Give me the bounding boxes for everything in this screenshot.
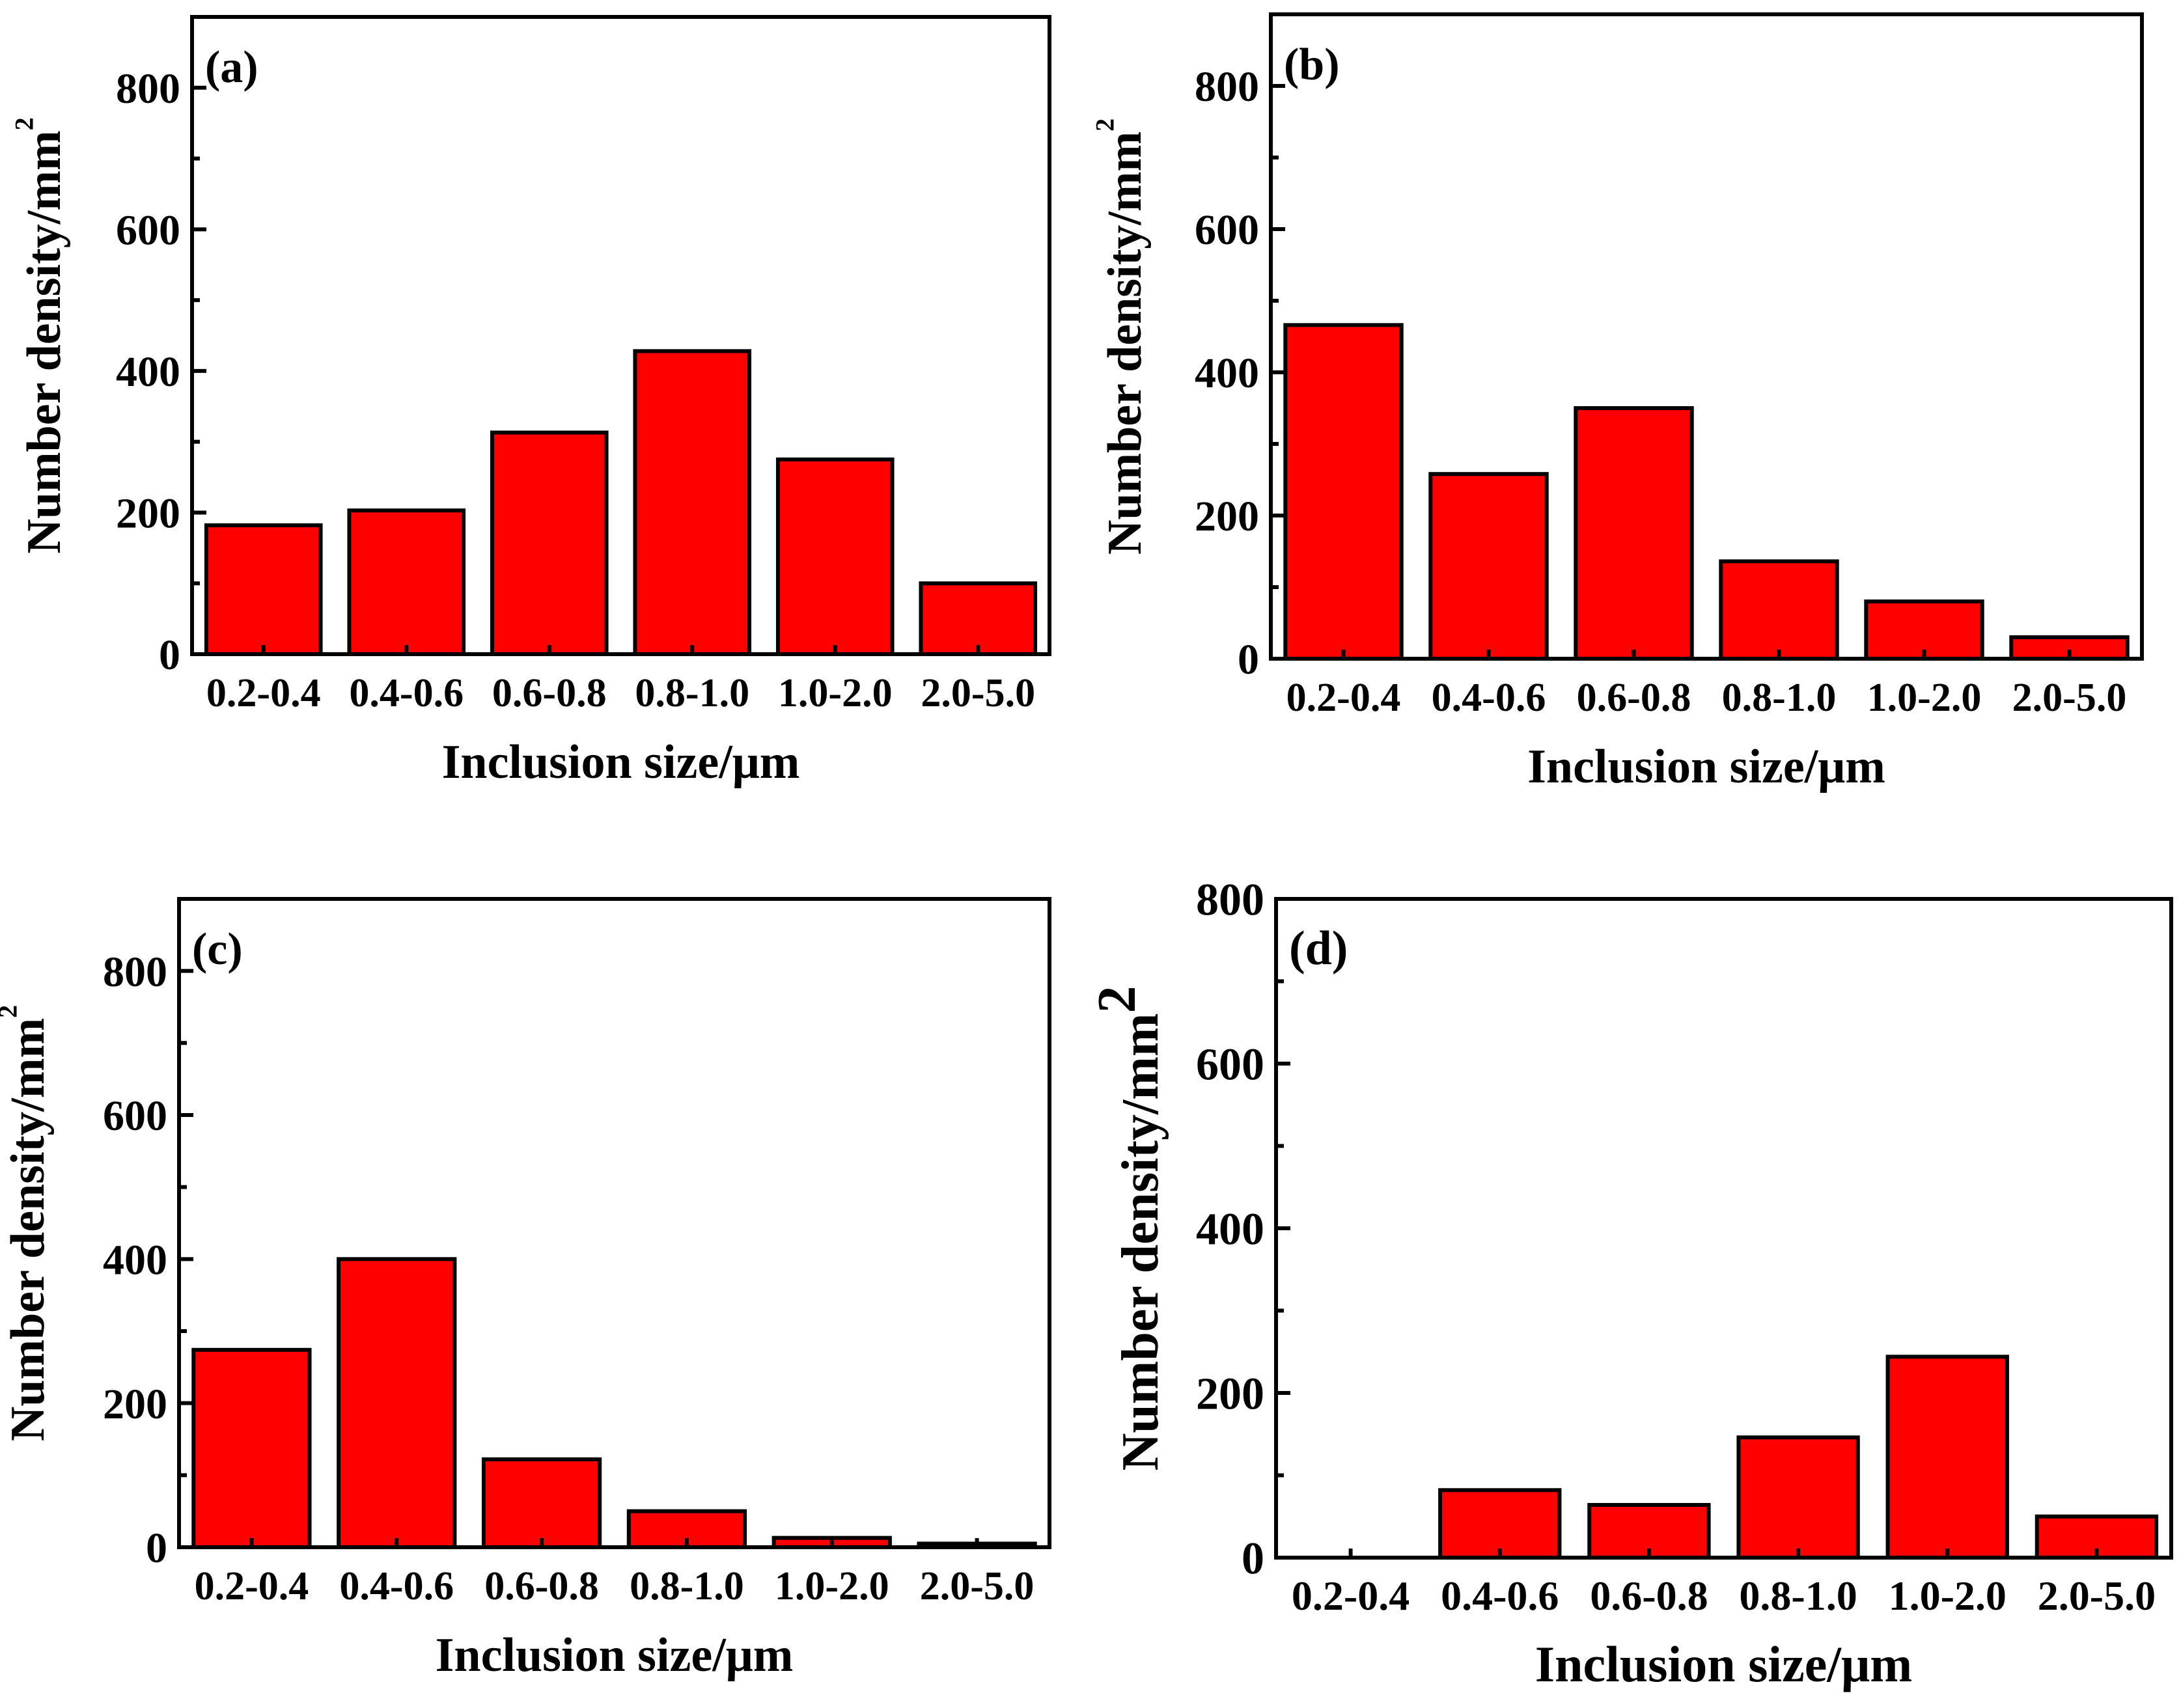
bar-0.4-0.6: [337, 1257, 457, 1550]
y-tick-label: 600: [1196, 1040, 1264, 1090]
y-tick-label: 600: [116, 206, 180, 254]
bar-0.2-0.4: [204, 523, 323, 656]
x-tick-label: 0.4-0.6: [349, 671, 464, 715]
x-axis-label: Inclusion size/μm: [442, 736, 800, 789]
x-tick-label: 0.2-0.4: [195, 1564, 309, 1608]
y-tick-label: 0: [1242, 1534, 1264, 1584]
x-tick-label: 1.0-2.0: [1867, 676, 1982, 720]
plot-frame: [1274, 897, 2173, 1560]
x-axis-label: Inclusion size/μm: [436, 1629, 794, 1682]
x-tick-label: 0.6-0.8: [484, 1564, 599, 1608]
y-tick-label: 800: [116, 65, 180, 113]
bar-0.2-0.4: [1283, 323, 1404, 661]
x-tick-label: 2.0-5.0: [2038, 1573, 2156, 1619]
bar-0.4-0.6: [1438, 1488, 1562, 1560]
plot-frame: [177, 897, 1051, 1549]
bar-2.0-5.0: [919, 581, 1038, 657]
x-tick-label: 0.8-1.0: [1722, 676, 1837, 720]
bar-0.8-1.0: [633, 349, 752, 656]
y-tick-label: 800: [1195, 63, 1259, 111]
bar-0.2-0.4: [191, 1347, 312, 1550]
bar-1.0-2.0: [1885, 1355, 2009, 1560]
x-tick-label: 2.0-5.0: [921, 671, 1035, 715]
panel-label: (d): [1289, 922, 1348, 975]
y-tick-label: 200: [1196, 1370, 1264, 1420]
y-tick-label: 0: [1238, 636, 1259, 683]
panel-label: (a): [205, 42, 258, 92]
y-tick-label: 400: [116, 348, 180, 396]
bar-0.8-1.0: [1719, 559, 1839, 661]
bar-0.6-0.8: [490, 430, 609, 657]
x-tick-label: 0.2-0.4: [1286, 676, 1401, 720]
x-tick-label: 0.8-1.0: [630, 1564, 744, 1608]
x-tick-label: 0.8-1.0: [1739, 1573, 1857, 1619]
chart-panel-2: 0 200 400 600 800 0.2-0.4 0.4-0.6 0.6-0.8 0.8-1.…: [1090, 12, 2144, 793]
x-tick-label: 1.0-2.0: [775, 1564, 889, 1608]
y-tick-label: 200: [103, 1381, 167, 1428]
chart-panel-4: 0 200 400 600 800 0.2-0.4 0.4-0.6 0.6-0.8 0.8-1.…: [1087, 875, 2173, 1692]
x-axis-label: Inclusion size/μm: [1527, 740, 1885, 793]
y-tick-label: 800: [1196, 875, 1264, 926]
plot-frame: [190, 15, 1051, 656]
x-tick-label: 1.0-2.0: [1889, 1573, 2007, 1619]
x-tick-label: 0.4-0.6: [1441, 1573, 1559, 1619]
y-tick-label: 400: [103, 1236, 167, 1284]
x-tick-label: 0.6-0.8: [492, 671, 607, 715]
bar-0.6-0.8: [1574, 406, 1694, 661]
bar-0.6-0.8: [481, 1457, 602, 1549]
x-axis-label: Inclusion size/μm: [1535, 1636, 1912, 1692]
panel-label: (c): [192, 924, 243, 974]
y-tick-label: 800: [103, 948, 167, 996]
bar-1.0-2.0: [1864, 599, 1984, 661]
chart-panel-1: 0 200 400 600 800 0.2-0.4 0.4-0.6 0.6-0.8 0.8-1.…: [10, 15, 1051, 789]
bar-0.8-1.0: [1736, 1435, 1860, 1560]
y-axis-label: Number density/mm2: [0, 1005, 55, 1441]
y-axis-label: Number density/mm2: [1090, 118, 1152, 555]
x-tick-label: 0.4-0.6: [1432, 676, 1546, 720]
y-tick-label: 200: [1195, 493, 1259, 540]
y-tick-label: 200: [116, 490, 180, 538]
y-tick-label: 600: [1195, 206, 1259, 254]
bar-0.4-0.6: [1428, 472, 1549, 661]
x-tick-label: 0.2-0.4: [206, 671, 321, 715]
y-tick-label: 600: [103, 1092, 167, 1140]
bar-1.0-2.0: [775, 457, 895, 656]
x-tick-label: 0.2-0.4: [1292, 1573, 1410, 1619]
x-tick-label: 0.4-0.6: [339, 1564, 454, 1608]
y-tick-label: 0: [159, 631, 180, 679]
x-tick-label: 1.0-2.0: [778, 671, 893, 715]
y-axis-label: Number density/mm2: [1087, 986, 1169, 1471]
chart-panel-3: 0 200 400 600 800 0.2-0.4 0.4-0.6 0.6-0.8 0.8-1.…: [0, 897, 1051, 1682]
x-tick-label: 0.6-0.8: [1577, 676, 1691, 720]
bar-0.4-0.6: [347, 508, 466, 656]
x-tick-label: 2.0-5.0: [2012, 676, 2127, 720]
x-tick-label: 0.8-1.0: [635, 671, 749, 715]
panel-label: (b): [1284, 40, 1340, 90]
y-tick-label: 0: [146, 1524, 167, 1572]
y-tick-label: 400: [1196, 1205, 1264, 1255]
x-tick-label: 0.6-0.8: [1590, 1573, 1708, 1619]
y-axis-label: Number density/mm2: [10, 117, 71, 553]
plot-frame: [1269, 12, 2144, 661]
y-tick-label: 400: [1195, 350, 1259, 397]
x-tick-label: 2.0-5.0: [920, 1564, 1035, 1608]
